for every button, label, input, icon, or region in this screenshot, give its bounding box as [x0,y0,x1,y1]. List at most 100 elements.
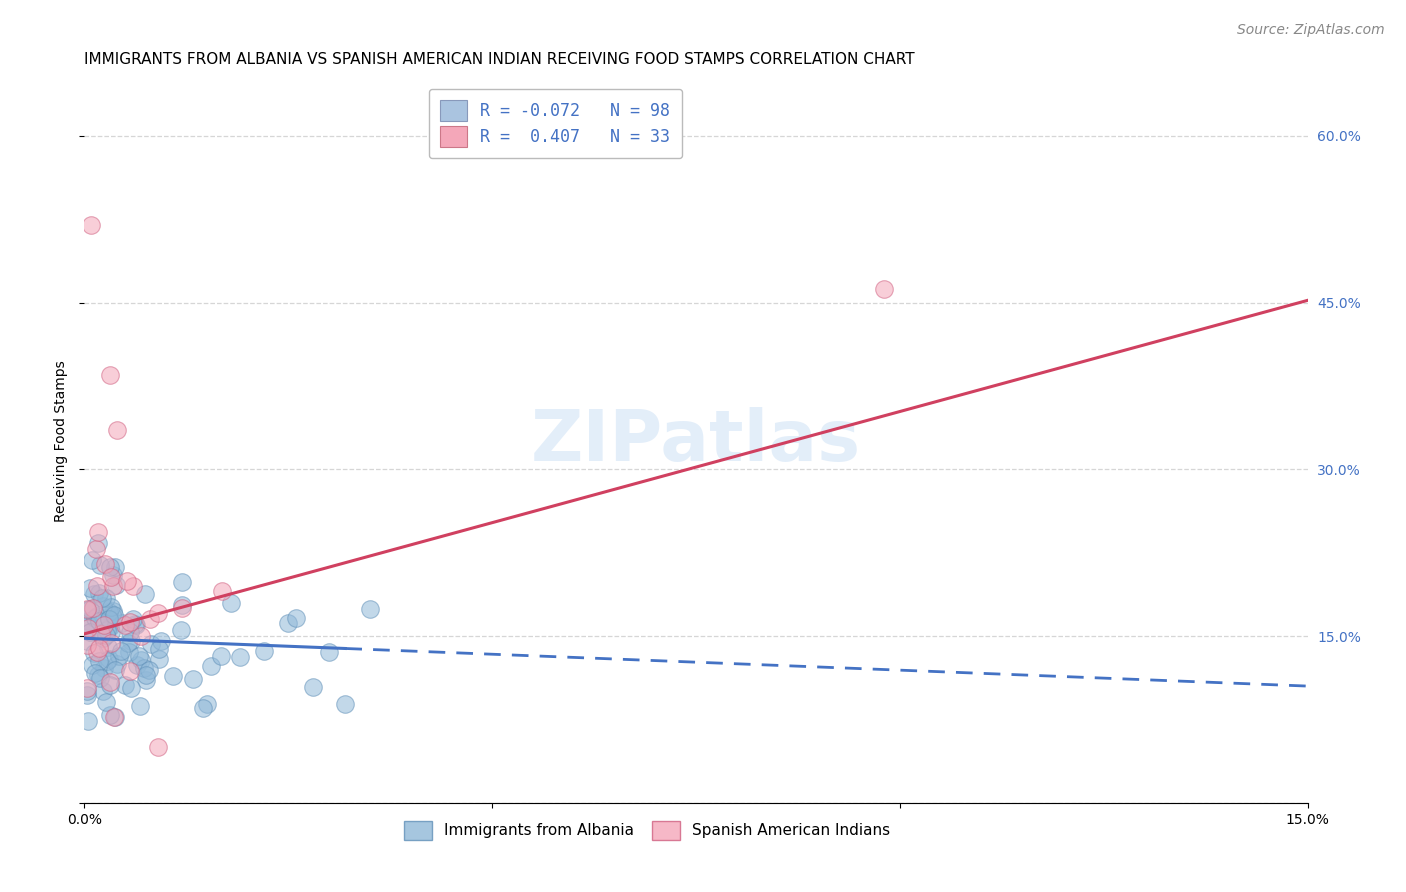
Point [118,615,141,629]
Point [86,542,108,557]
Point [138,612,160,626]
Point [110,644,132,658]
Point [111,616,134,631]
Point [104,663,127,677]
Point [172,599,194,613]
Point [91,599,114,613]
Point [87,524,110,539]
Point [172,601,194,615]
Point [101,608,124,623]
Point [148,642,170,657]
Point [219,596,242,610]
Point [89,671,111,685]
Point [91,626,114,640]
Point [96,654,118,668]
Point [191,700,214,714]
Point [94,591,117,606]
Point [96,695,118,709]
Point [93,684,115,698]
Point [150,633,173,648]
Point [162,669,184,683]
Point [87,536,110,550]
Point [76,602,98,616]
Text: ZIPatlas: ZIPatlas [531,407,860,476]
Point [80,553,103,567]
Point [76,603,98,617]
Point [97,605,120,619]
Point [125,618,148,632]
Point [103,560,125,574]
Point [100,624,122,639]
Legend: Immigrants from Albania, Spanish American Indians: Immigrants from Albania, Spanish America… [398,815,896,846]
Point [76,681,98,695]
Point [125,658,148,673]
Point [108,649,131,664]
Point [86,667,108,681]
Point [83,587,105,601]
Point [148,652,170,666]
Point [98,619,121,633]
Point [101,567,124,582]
Point [134,587,156,601]
Point [76,633,98,648]
Point [84,666,107,681]
Point [132,661,155,675]
Point [98,674,121,689]
Point [146,740,169,755]
Point [170,623,193,637]
Point [97,612,120,626]
Point [211,583,233,598]
Point [101,604,124,618]
Point [129,653,152,667]
Point [82,657,104,672]
Point [76,638,98,652]
Point [146,606,169,620]
Point [89,654,111,668]
Text: Source: ZipAtlas.com: Source: ZipAtlas.com [1237,23,1385,37]
Point [82,601,104,615]
Point [359,602,381,616]
Point [114,678,136,692]
Point [98,612,121,626]
Point [120,633,142,648]
Point [117,574,139,589]
Point [79,624,101,639]
Point [93,618,115,632]
Point [209,648,232,663]
Point [86,579,108,593]
Point [84,611,107,625]
Point [128,699,150,714]
Point [93,557,115,571]
Point [89,640,111,655]
Point [139,637,162,651]
Point [98,559,121,574]
Point [100,368,122,382]
Point [172,574,194,589]
Point [76,615,98,630]
Point [100,708,122,723]
Point [103,607,125,622]
Point [76,688,98,702]
Point [135,668,157,682]
Point [100,636,122,650]
Point [117,636,139,650]
Point [100,600,122,615]
Point [120,681,142,695]
Point [131,629,153,643]
Point [103,710,125,724]
Point [86,645,108,659]
Point [89,586,111,600]
Point [200,658,222,673]
Point [76,614,98,628]
Point [135,673,157,687]
Point [98,677,121,691]
Text: IMMIGRANTS FROM ALBANIA VS SPANISH AMERICAN INDIAN RECEIVING FOOD STAMPS CORRELA: IMMIGRANTS FROM ALBANIA VS SPANISH AMERI… [84,52,915,67]
Point [285,611,308,625]
Point [76,684,98,698]
Point [87,615,110,629]
Point [124,617,146,632]
Point [86,608,108,623]
Point [138,663,160,677]
Point [97,652,120,666]
Point [79,602,101,616]
